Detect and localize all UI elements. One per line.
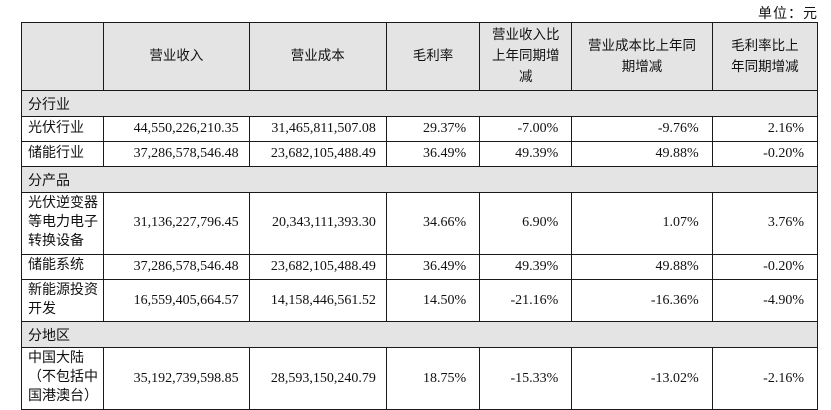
cell-revenue: 37,286,578,546.48 (103, 141, 250, 167)
cell-revenue: 37,286,578,546.48 (103, 253, 250, 280)
cell-margin-yoy: 2.16% (711, 116, 819, 142)
cell-revenue: 35,192,739,598.85 (103, 347, 250, 410)
cell-cost-yoy: 49.88% (571, 253, 713, 280)
table-row-new-energy-investment: 新能源投资开发 16,559,405,664.57 14,158,446,561… (20, 278, 819, 323)
cell-cost: 31,465,811,507.08 (248, 116, 387, 142)
cell-margin-yoy: -2.16% (711, 347, 819, 410)
cell-revenue: 16,559,405,664.57 (103, 278, 250, 323)
cell-cost-yoy: -9.76% (571, 116, 713, 142)
cell-cost: 14,158,446,561.52 (248, 278, 387, 323)
section-row-by-industry: 分行业 (21, 90, 818, 117)
cell-cost: 28,593,150,240.79 (248, 347, 387, 410)
cell-gross-margin: 14.50% (385, 278, 481, 323)
row-label: 储能系统 (20, 253, 105, 280)
row-label: 新能源投资开发 (20, 278, 105, 323)
cell-revenue-yoy: 49.39% (479, 141, 573, 167)
cell-revenue-yoy: -15.33% (479, 347, 573, 410)
section-row-by-region: 分地区 (21, 321, 818, 349)
table-row-storage-industry: 储能行业 37,286,578,546.48 23,682,105,488.49… (20, 141, 819, 167)
cell-margin-yoy: 3.76% (711, 192, 819, 255)
section-header-label: 分产品 (21, 166, 818, 193)
table-row-pv-industry: 光伏行业 44,550,226,210.35 31,465,811,507.08… (20, 116, 819, 142)
cell-margin-yoy: -0.20% (711, 253, 819, 280)
section-header-label: 分地区 (21, 321, 818, 349)
column-header-margin-yoy: 毛利率比上年同期增减 (711, 22, 819, 91)
unit-label: 单位：元 (758, 7, 818, 22)
table-row-storage-system: 储能系统 37,286,578,546.48 23,682,105,488.49… (20, 253, 819, 280)
cell-gross-margin: 36.49% (385, 141, 481, 167)
cell-revenue: 31,136,227,796.45 (103, 192, 250, 255)
column-header-cost: 营业成本 (248, 22, 387, 91)
cell-gross-margin: 34.66% (385, 192, 481, 255)
row-label: 光伏逆变器等电力电子转换设备 (20, 192, 105, 255)
column-header-blank (20, 22, 105, 91)
cell-cost: 20,343,111,393.30 (248, 192, 387, 255)
table-header-row: 营业收入 营业成本 毛利率 营业收入比上年同期增减 营业成本比上年同期增减 毛利… (20, 22, 819, 91)
cell-gross-margin: 29.37% (385, 116, 481, 142)
cell-revenue-yoy: 6.90% (479, 192, 573, 255)
segment-revenue-table: 营业收入 营业成本 毛利率 营业收入比上年同期增减 营业成本比上年同期增减 毛利… (20, 22, 819, 410)
cell-margin-yoy: -0.20% (711, 141, 819, 167)
cell-cost: 23,682,105,488.49 (248, 141, 387, 167)
cell-revenue-yoy: -21.16% (479, 278, 573, 323)
column-header-cost-yoy: 营业成本比上年同期增减 (571, 22, 713, 91)
cell-cost-yoy: -16.36% (571, 278, 713, 323)
row-label: 储能行业 (20, 141, 105, 167)
cell-gross-margin: 18.75% (385, 347, 481, 410)
row-label: 光伏行业 (20, 116, 105, 142)
cell-revenue-yoy: -7.00% (479, 116, 573, 142)
table-row-pv-inverter: 光伏逆变器等电力电子转换设备 31,136,227,796.45 20,343,… (20, 192, 819, 255)
cell-cost-yoy: -13.02% (571, 347, 713, 410)
cell-cost-yoy: 1.07% (571, 192, 713, 255)
section-header-label: 分行业 (21, 90, 818, 117)
column-header-gross-margin: 毛利率 (385, 22, 481, 91)
cell-cost-yoy: 49.88% (571, 141, 713, 167)
cell-gross-margin: 36.49% (385, 253, 481, 280)
cell-revenue-yoy: 49.39% (479, 253, 573, 280)
cell-margin-yoy: -4.90% (711, 278, 819, 323)
column-header-revenue-yoy: 营业收入比上年同期增减 (479, 22, 573, 91)
row-label: 中国大陆（不包括中国港澳台） (20, 347, 105, 410)
cell-revenue: 44,550,226,210.35 (103, 116, 250, 142)
table-row-mainland-china: 中国大陆（不包括中国港澳台） 35,192,739,598.85 28,593,… (20, 347, 819, 410)
column-header-revenue: 营业收入 (103, 22, 250, 91)
cell-cost: 23,682,105,488.49 (248, 253, 387, 280)
section-row-by-product: 分产品 (21, 166, 818, 193)
